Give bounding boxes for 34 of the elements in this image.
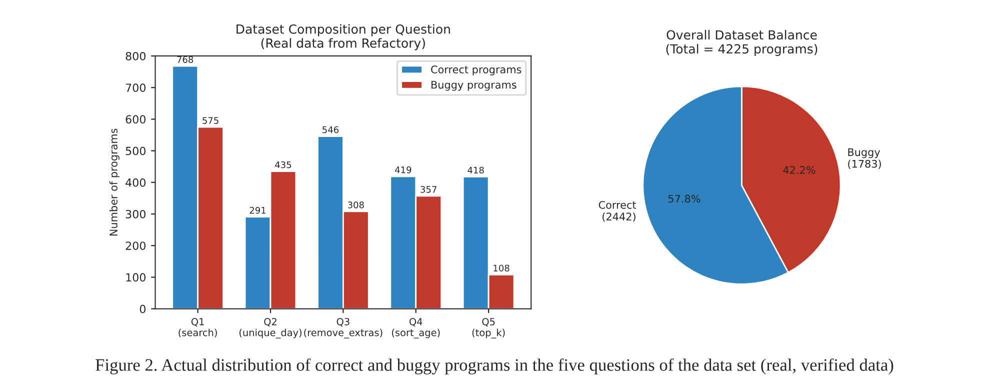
data-label: 418 bbox=[468, 166, 484, 174]
y-tick-label: 500 bbox=[126, 146, 146, 156]
y-tick-label: 400 bbox=[126, 178, 146, 187]
chart-title: Overall Dataset Balance (Total = 4225 programs) bbox=[666, 30, 818, 56]
data-label: 291 bbox=[250, 206, 266, 214]
data-label: 419 bbox=[394, 166, 412, 174]
data-label: 575 bbox=[202, 117, 218, 124]
slice-label: Correct (2442) bbox=[598, 200, 636, 222]
data-label: 768 bbox=[177, 56, 194, 63]
y-tick-label: 200 bbox=[126, 242, 146, 250]
chart-title: Dataset Composition per Question (Real data from Refactory) bbox=[236, 24, 450, 50]
data-label: 42.2% bbox=[783, 166, 816, 174]
x-tick-label: Q3 (remove_extras) bbox=[304, 318, 382, 338]
data-label: 546 bbox=[322, 126, 339, 134]
data-label: 435 bbox=[275, 161, 292, 168]
y-axis-title: Number of programs bbox=[109, 128, 120, 236]
legend-label: Buggy programs bbox=[432, 80, 516, 91]
x-tick-label: Q2 (unique_day) bbox=[239, 318, 302, 338]
y-tick-label: 300 bbox=[126, 210, 146, 218]
y-tick-label: 0 bbox=[140, 304, 146, 314]
data-label: 57.8% bbox=[668, 194, 700, 203]
y-tick-label: 100 bbox=[126, 273, 146, 282]
slice-label: Buggy (1783) bbox=[848, 148, 881, 169]
x-tick-label: Q5 (top_k) bbox=[472, 318, 505, 338]
y-tick-label: 800 bbox=[126, 52, 146, 60]
y-tick-label: 600 bbox=[126, 115, 146, 124]
y-tick-label: 700 bbox=[126, 84, 146, 92]
legend-label: Correct programs bbox=[431, 66, 522, 76]
x-tick-label: Q1 (search) bbox=[178, 318, 217, 338]
caption: Figure 2. Actual distribution of correct and buggy programs in the five questions of the data set (real, verified data) bbox=[96, 358, 894, 374]
x-tick-label: Q4 (sort_age) bbox=[392, 318, 440, 338]
data-label: 308 bbox=[348, 201, 364, 208]
data-label: 357 bbox=[420, 186, 436, 193]
data-label: 108 bbox=[494, 264, 510, 272]
